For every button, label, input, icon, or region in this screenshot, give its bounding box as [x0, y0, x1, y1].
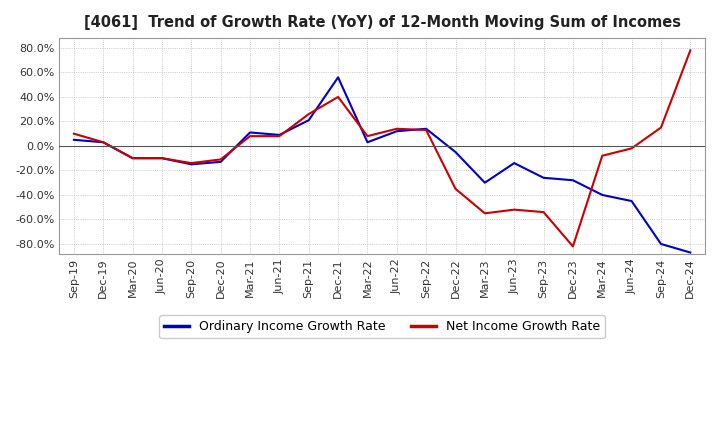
Net Income Growth Rate	[334, 94, 343, 99]
Ordinary Income Growth Rate	[99, 139, 107, 145]
Net Income Growth Rate	[569, 244, 577, 249]
Ordinary Income Growth Rate	[686, 250, 695, 255]
Net Income Growth Rate	[451, 186, 460, 191]
Ordinary Income Growth Rate	[128, 156, 137, 161]
Net Income Growth Rate	[686, 48, 695, 53]
Net Income Growth Rate	[305, 111, 313, 117]
Line: Net Income Growth Rate: Net Income Growth Rate	[74, 50, 690, 246]
Ordinary Income Growth Rate	[451, 150, 460, 155]
Ordinary Income Growth Rate	[70, 137, 78, 143]
Net Income Growth Rate	[275, 133, 284, 139]
Ordinary Income Growth Rate	[363, 139, 372, 145]
Net Income Growth Rate	[246, 133, 254, 139]
Ordinary Income Growth Rate	[275, 132, 284, 138]
Net Income Growth Rate	[158, 156, 166, 161]
Ordinary Income Growth Rate	[305, 117, 313, 123]
Line: Ordinary Income Growth Rate: Ordinary Income Growth Rate	[74, 77, 690, 253]
Net Income Growth Rate	[216, 157, 225, 162]
Ordinary Income Growth Rate	[569, 178, 577, 183]
Ordinary Income Growth Rate	[510, 161, 518, 166]
Net Income Growth Rate	[627, 146, 636, 151]
Title: [4061]  Trend of Growth Rate (YoY) of 12-Month Moving Sum of Incomes: [4061] Trend of Growth Rate (YoY) of 12-…	[84, 15, 680, 30]
Legend: Ordinary Income Growth Rate, Net Income Growth Rate: Ordinary Income Growth Rate, Net Income …	[159, 315, 605, 338]
Net Income Growth Rate	[480, 211, 489, 216]
Net Income Growth Rate	[363, 133, 372, 139]
Ordinary Income Growth Rate	[334, 75, 343, 80]
Ordinary Income Growth Rate	[539, 175, 548, 180]
Net Income Growth Rate	[510, 207, 518, 212]
Ordinary Income Growth Rate	[158, 156, 166, 161]
Ordinary Income Growth Rate	[187, 161, 196, 167]
Ordinary Income Growth Rate	[216, 159, 225, 165]
Net Income Growth Rate	[598, 153, 606, 158]
Ordinary Income Growth Rate	[598, 192, 606, 198]
Ordinary Income Growth Rate	[480, 180, 489, 185]
Ordinary Income Growth Rate	[657, 241, 665, 246]
Ordinary Income Growth Rate	[246, 130, 254, 135]
Net Income Growth Rate	[422, 127, 431, 132]
Net Income Growth Rate	[187, 161, 196, 166]
Ordinary Income Growth Rate	[627, 198, 636, 204]
Net Income Growth Rate	[539, 209, 548, 215]
Net Income Growth Rate	[128, 156, 137, 161]
Net Income Growth Rate	[99, 139, 107, 145]
Net Income Growth Rate	[70, 131, 78, 136]
Ordinary Income Growth Rate	[422, 126, 431, 132]
Ordinary Income Growth Rate	[392, 128, 401, 134]
Net Income Growth Rate	[657, 125, 665, 130]
Net Income Growth Rate	[392, 126, 401, 132]
